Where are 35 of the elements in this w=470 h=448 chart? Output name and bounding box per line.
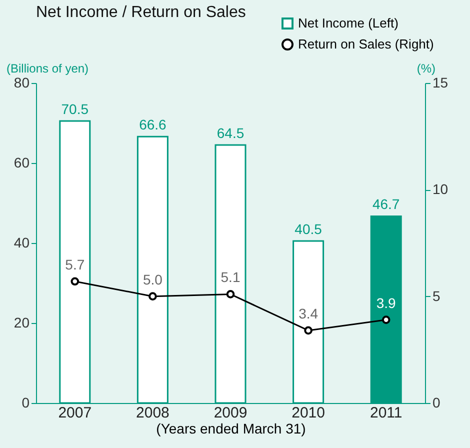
y-tick-label: 80 xyxy=(14,74,30,90)
x-axis-title: (Years ended March 31) xyxy=(156,420,306,436)
data-label: 5.1 xyxy=(220,269,240,286)
data-label: 5.7 xyxy=(65,256,85,272)
data-label: 40.5 xyxy=(294,221,322,237)
point xyxy=(382,316,390,324)
y-tick-label: 20 xyxy=(14,314,30,330)
data-label: 3.9 xyxy=(376,294,396,311)
data-label: 66.6 xyxy=(139,116,167,133)
x-tick-label: 2008 xyxy=(136,404,170,422)
legend-label: Return on Sales (Right) xyxy=(298,36,434,52)
y2-tick-label: 10 xyxy=(432,181,448,198)
y-tick-label: 60 xyxy=(14,154,30,170)
y2-tick-label: 5 xyxy=(432,288,440,304)
point xyxy=(226,290,235,298)
point xyxy=(70,277,80,286)
x-tick-label: 2011 xyxy=(370,404,402,422)
point xyxy=(304,326,312,335)
y2-axis-title: (%) xyxy=(416,62,436,76)
data-label: 46.7 xyxy=(372,196,400,212)
data-label: 5.0 xyxy=(142,271,163,288)
y2-tick-label: 15 xyxy=(432,74,448,90)
x-tick-label: 2007 xyxy=(58,404,92,422)
y-tick-label: 0 xyxy=(22,394,30,410)
data-label: 3.4 xyxy=(298,305,318,322)
y-tick-label: 40 xyxy=(14,234,30,250)
point xyxy=(148,292,157,300)
legend-label: Net Income (Left) xyxy=(298,16,398,30)
x-tick-label: 2010 xyxy=(292,404,325,422)
y2-tick-label: 0 xyxy=(432,394,440,410)
data-label: 70.5 xyxy=(61,101,89,117)
x-tick-label: 2009 xyxy=(214,404,248,422)
y-axis-title: (Billions of yen) xyxy=(6,62,89,76)
data-label: 64.5 xyxy=(216,125,244,141)
chart-title: Net Income / Return on Sales xyxy=(36,4,246,21)
